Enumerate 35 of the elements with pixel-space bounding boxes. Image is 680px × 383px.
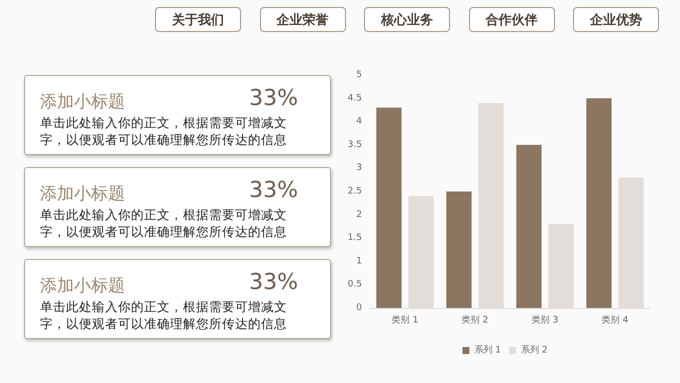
text: 企业优势: [573, 7, 659, 32]
y-tick-label: 2: [356, 210, 362, 220]
text: 企业荣誉: [260, 7, 346, 32]
y-tick-label: 5: [356, 70, 362, 80]
legend-label: 系列 1: [474, 344, 502, 356]
text: 添加小标题: [40, 91, 125, 113]
text: 单击此处输入你的正文，根据需要可增减文字，以便观者可以准确理解您所传达的信息: [40, 206, 288, 240]
text: 33%: [249, 270, 298, 295]
y-tick-label: 4.5: [348, 93, 362, 104]
text: 核心业务: [364, 7, 450, 32]
x-tick-label: 类别 2: [462, 314, 488, 326]
text: 33%: [249, 178, 298, 203]
y-tick-label: 0.5: [348, 280, 362, 290]
text: 关于我们: [155, 7, 241, 32]
y-tick-label: 4: [356, 116, 362, 127]
text: 添加小标题: [40, 275, 125, 297]
bar: [516, 144, 542, 308]
x-tick-label: 类别 3: [532, 314, 558, 326]
y-tick-label: 0: [356, 303, 362, 313]
text: 33%: [249, 86, 298, 111]
text: 合作伙伴: [468, 7, 554, 32]
y-tick-label: 3.5: [348, 140, 362, 150]
bar: [446, 192, 472, 308]
y-tick-label: 2.5: [348, 186, 362, 196]
y-tick-label: 1.5: [348, 233, 362, 244]
text: 单击此处输入你的正文，根据需要可增减文字，以便观者可以准确理解您所传达的信息: [40, 114, 288, 148]
text: 添加小标题: [40, 183, 125, 205]
x-tick-label: 类别 1: [392, 314, 418, 326]
bar: [586, 98, 612, 308]
text: 单击此处输入你的正文，根据需要可增减文字，以便观者可以准确理解您所传达的信息: [40, 298, 288, 332]
legend-label: 系列 2: [521, 344, 548, 356]
x-tick-label: 类别 4: [602, 314, 629, 326]
y-tick-label: 3: [356, 163, 362, 174]
y-tick-label: 1: [356, 256, 362, 266]
bar: [376, 108, 402, 308]
